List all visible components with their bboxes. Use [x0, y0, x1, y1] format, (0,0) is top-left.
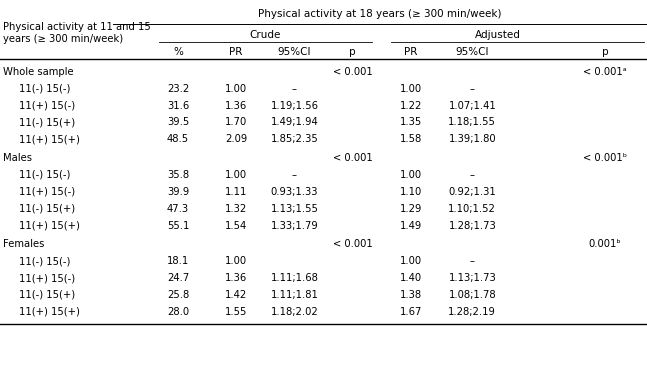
Text: 1.36: 1.36 [225, 273, 247, 283]
Text: < 0.001: < 0.001 [333, 239, 373, 249]
Text: 55.1: 55.1 [167, 220, 189, 230]
Text: < 0.001ᵇ: < 0.001ᵇ [583, 153, 627, 163]
Text: Whole sample: Whole sample [3, 67, 74, 77]
Text: 11(-) 15(+): 11(-) 15(+) [19, 204, 76, 214]
Text: 1.39;1.80: 1.39;1.80 [448, 134, 496, 144]
Text: 1.00: 1.00 [400, 256, 422, 266]
Text: Males: Males [3, 153, 32, 163]
Text: 0.93;1.33: 0.93;1.33 [270, 187, 318, 197]
Text: 18.1: 18.1 [167, 256, 189, 266]
Text: –: – [470, 170, 475, 180]
Text: 1.40: 1.40 [400, 273, 422, 283]
Text: –: – [470, 256, 475, 266]
Text: Adjusted: Adjusted [476, 30, 521, 40]
Text: 31.6: 31.6 [167, 101, 189, 111]
Text: 11(+) 15(+): 11(+) 15(+) [19, 134, 80, 144]
Text: Crude: Crude [250, 30, 281, 40]
Text: 28.0: 28.0 [167, 307, 189, 317]
Text: 95%CI: 95%CI [278, 47, 311, 58]
Text: 1.11;1.81: 1.11;1.81 [270, 290, 318, 300]
Text: PR: PR [404, 47, 417, 58]
Text: 1.28;2.19: 1.28;2.19 [448, 307, 496, 317]
Text: –: – [292, 170, 297, 180]
Text: 1.38: 1.38 [400, 290, 422, 300]
Text: 0.92;1.31: 0.92;1.31 [448, 187, 496, 197]
Text: 1.00: 1.00 [400, 84, 422, 93]
Text: 1.54: 1.54 [225, 220, 247, 230]
Text: p: p [349, 47, 356, 58]
Text: 1.11: 1.11 [225, 187, 247, 197]
Text: 1.11;1.68: 1.11;1.68 [270, 273, 318, 283]
Text: 1.32: 1.32 [225, 204, 247, 214]
Text: 0.001ᵇ: 0.001ᵇ [589, 239, 621, 249]
Text: p: p [602, 47, 608, 58]
Text: 23.2: 23.2 [167, 84, 189, 93]
Text: 39.5: 39.5 [167, 117, 189, 127]
Text: –: – [292, 84, 297, 93]
Text: 1.49;1.94: 1.49;1.94 [270, 117, 318, 127]
Text: 1.29: 1.29 [400, 204, 422, 214]
Text: 11(+) 15(+): 11(+) 15(+) [19, 307, 80, 317]
Text: Physical activity at 18 years (≥ 300 min/week): Physical activity at 18 years (≥ 300 min… [258, 9, 502, 19]
Text: 1.22: 1.22 [400, 101, 422, 111]
Text: 25.8: 25.8 [167, 290, 189, 300]
Text: Females: Females [3, 239, 45, 249]
Text: < 0.001ᵃ: < 0.001ᵃ [583, 67, 627, 77]
Text: 1.85;2.35: 1.85;2.35 [270, 134, 318, 144]
Text: 1.00: 1.00 [400, 170, 422, 180]
Text: 1.49: 1.49 [400, 220, 422, 230]
Text: 1.18;2.02: 1.18;2.02 [270, 307, 318, 317]
Text: 24.7: 24.7 [167, 273, 189, 283]
Text: 1.10;1.52: 1.10;1.52 [448, 204, 496, 214]
Text: 39.9: 39.9 [167, 187, 189, 197]
Text: 1.08;1.78: 1.08;1.78 [448, 290, 496, 300]
Text: 48.5: 48.5 [167, 134, 189, 144]
Text: 1.67: 1.67 [400, 307, 422, 317]
Text: 35.8: 35.8 [167, 170, 189, 180]
Text: %: % [173, 47, 183, 58]
Text: 1.13;1.55: 1.13;1.55 [270, 204, 318, 214]
Text: 1.00: 1.00 [225, 170, 247, 180]
Text: 1.07;1.41: 1.07;1.41 [448, 101, 496, 111]
Text: 1.19;1.56: 1.19;1.56 [270, 101, 318, 111]
Text: 2.09: 2.09 [225, 134, 247, 144]
Text: 1.13;1.73: 1.13;1.73 [448, 273, 496, 283]
Text: 11(-) 15(-): 11(-) 15(-) [19, 170, 71, 180]
Text: –: – [470, 84, 475, 93]
Text: 11(-) 15(+): 11(-) 15(+) [19, 290, 76, 300]
Text: 1.42: 1.42 [225, 290, 247, 300]
Text: 1.28;1.73: 1.28;1.73 [448, 220, 496, 230]
Text: 47.3: 47.3 [167, 204, 189, 214]
Text: PR: PR [230, 47, 243, 58]
Text: 1.33;1.79: 1.33;1.79 [270, 220, 318, 230]
Text: 11(+) 15(-): 11(+) 15(-) [19, 101, 76, 111]
Text: 1.10: 1.10 [400, 187, 422, 197]
Text: < 0.001: < 0.001 [333, 153, 373, 163]
Text: Physical activity at 11 and 15
years (≥ 300 min/week): Physical activity at 11 and 15 years (≥ … [3, 22, 151, 44]
Text: 11(-) 15(-): 11(-) 15(-) [19, 84, 71, 93]
Text: 1.36: 1.36 [225, 101, 247, 111]
Text: 11(+) 15(-): 11(+) 15(-) [19, 273, 76, 283]
Text: 11(+) 15(+): 11(+) 15(+) [19, 220, 80, 230]
Text: 1.70: 1.70 [225, 117, 247, 127]
Text: 1.00: 1.00 [225, 84, 247, 93]
Text: 1.00: 1.00 [225, 256, 247, 266]
Text: 11(-) 15(+): 11(-) 15(+) [19, 117, 76, 127]
Text: 1.35: 1.35 [400, 117, 422, 127]
Text: 11(+) 15(-): 11(+) 15(-) [19, 187, 76, 197]
Text: < 0.001: < 0.001 [333, 67, 373, 77]
Text: 1.58: 1.58 [400, 134, 422, 144]
Text: 95%CI: 95%CI [455, 47, 489, 58]
Text: 11(-) 15(-): 11(-) 15(-) [19, 256, 71, 266]
Text: 1.18;1.55: 1.18;1.55 [448, 117, 496, 127]
Text: 1.55: 1.55 [225, 307, 247, 317]
